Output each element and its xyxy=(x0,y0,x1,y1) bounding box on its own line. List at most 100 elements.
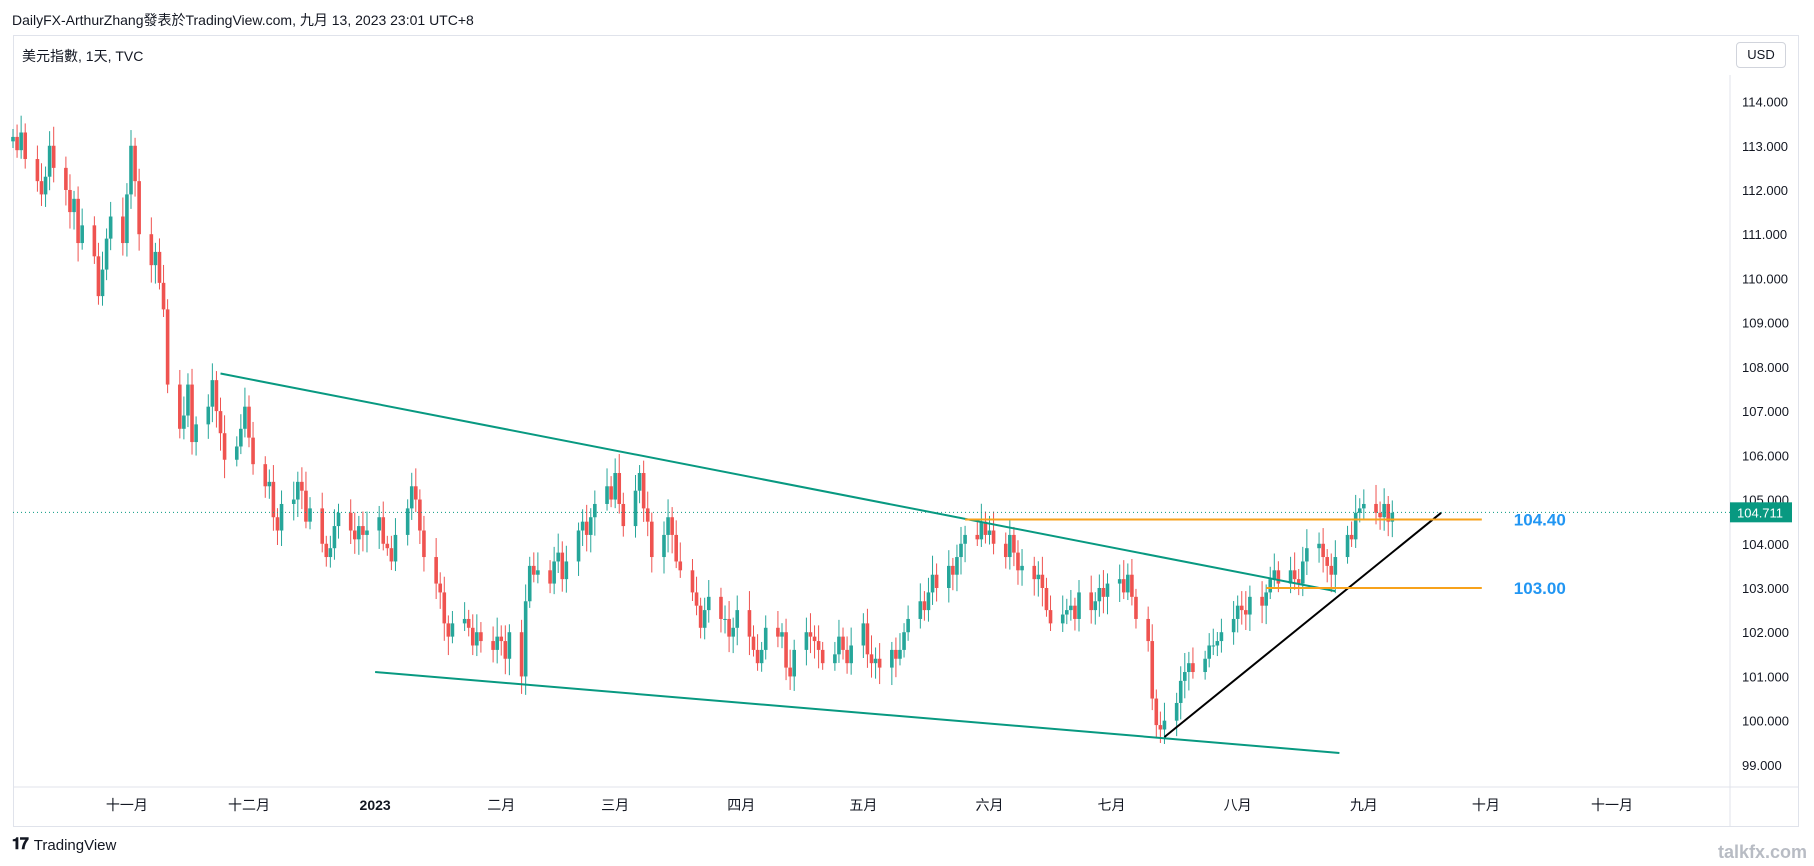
candle-body xyxy=(466,618,471,628)
y-tick-label: 106.000 xyxy=(1742,448,1789,463)
candle-body xyxy=(1182,672,1187,681)
y-tick-label: 114.000 xyxy=(1742,95,1788,110)
tradingview-logo[interactable]: 𝟏𝟕 TradingView xyxy=(12,836,116,854)
candle-body xyxy=(149,234,154,266)
candle-body xyxy=(92,225,97,257)
candle-body xyxy=(393,534,398,562)
candle-body xyxy=(507,632,512,659)
candle-body xyxy=(165,309,170,385)
x-axis[interactable]: 十一月 十二月 2023 二月 三月 四月 五月 六月 七月 八月 九月 十月 十一月 xyxy=(106,797,1633,813)
drawings xyxy=(13,372,1730,754)
candle-body xyxy=(1219,632,1224,642)
candle-body xyxy=(975,534,980,540)
candle-body xyxy=(377,517,381,531)
candle-body xyxy=(190,384,194,443)
candle-body xyxy=(125,194,129,244)
candle-body xyxy=(719,596,723,619)
candle-body xyxy=(649,521,654,558)
candle-body xyxy=(214,380,219,412)
candle-body xyxy=(1130,574,1134,597)
candle-body xyxy=(475,632,479,646)
candle-body xyxy=(869,654,874,664)
candle-body xyxy=(1276,570,1281,584)
candle-body xyxy=(588,517,593,535)
candle-body xyxy=(320,508,325,544)
candle-body xyxy=(584,521,589,535)
candle-body xyxy=(1296,579,1301,584)
candle-body xyxy=(536,570,540,575)
candle-body xyxy=(104,238,109,270)
candle-body xyxy=(1040,574,1045,588)
candle-body xyxy=(495,636,499,650)
candle-body xyxy=(617,473,622,504)
candle-body xyxy=(564,561,569,580)
candle-body xyxy=(1146,618,1150,642)
candle-body xyxy=(1215,641,1220,646)
y-axis[interactable]: 114.000 113.000 112.000 111.000 110.000 109.0… xyxy=(1742,95,1789,773)
y-tick-label: 100.000 xyxy=(1742,714,1789,729)
candle-body xyxy=(365,530,369,535)
candle-body xyxy=(361,526,365,535)
candle-body xyxy=(414,486,418,500)
x-tick-label: 四月 xyxy=(727,797,755,813)
candle-body xyxy=(934,574,939,588)
candle-body xyxy=(898,649,902,659)
candle-body xyxy=(788,667,792,677)
candle-body xyxy=(1231,618,1236,633)
candle-body xyxy=(1305,548,1309,562)
x-tick-label: 十月 xyxy=(1472,797,1500,813)
candle-body xyxy=(637,473,642,491)
symbol-info[interactable]: 美元指數, 1天, TVC xyxy=(22,48,144,64)
candle-body xyxy=(605,486,609,504)
candle-body xyxy=(751,636,756,650)
candle-body xyxy=(182,415,186,429)
price-labels: 104.40 103.00 104.711 xyxy=(1514,502,1792,598)
y-tick-label: 104.000 xyxy=(1742,537,1789,552)
candle-body xyxy=(922,601,927,611)
candle-body xyxy=(1203,658,1207,673)
candle-body xyxy=(1121,579,1126,593)
candle-body xyxy=(1357,508,1362,513)
candle-body xyxy=(129,145,133,195)
candle-body xyxy=(357,526,361,540)
candle-body xyxy=(955,557,959,575)
candle-body xyxy=(776,627,780,637)
candle-body xyxy=(1272,570,1277,580)
candle-body xyxy=(462,618,467,624)
candle-body xyxy=(479,632,483,642)
candle-body xyxy=(47,145,52,177)
candle-body xyxy=(328,548,333,558)
currency-button[interactable]: USD xyxy=(1736,42,1786,68)
x-tick-label: 2023 xyxy=(360,797,391,813)
axis-lines xyxy=(13,75,1799,827)
candle-body xyxy=(1077,592,1081,619)
candle-body xyxy=(234,446,239,460)
candle-body xyxy=(804,632,809,650)
candle-body xyxy=(1349,534,1354,540)
y-tick-label: 111.000 xyxy=(1742,227,1787,242)
candle-body xyxy=(1044,587,1049,611)
candle-body xyxy=(849,645,853,664)
candle-body xyxy=(1300,561,1305,584)
candle-body xyxy=(308,508,312,522)
candle-body xyxy=(1150,641,1155,699)
candle-body xyxy=(576,530,581,562)
candle-body xyxy=(1345,534,1350,558)
candle-body xyxy=(702,610,707,628)
candle-body xyxy=(552,561,556,584)
candle-body xyxy=(735,610,740,628)
x-tick-label: 六月 xyxy=(975,797,1003,813)
x-tick-label: 五月 xyxy=(849,797,877,813)
candle-body xyxy=(446,623,451,637)
candle-body xyxy=(304,490,308,522)
candle-body xyxy=(1378,512,1382,518)
candle-body xyxy=(690,570,695,593)
candle-body xyxy=(1317,543,1321,549)
y-tick-label: 107.000 xyxy=(1742,404,1789,419)
candle-body xyxy=(194,424,198,443)
candle-body xyxy=(674,534,679,562)
watermark: talkfx.com xyxy=(1718,842,1808,862)
candle-body xyxy=(1154,698,1159,726)
candle-body xyxy=(1248,596,1252,615)
